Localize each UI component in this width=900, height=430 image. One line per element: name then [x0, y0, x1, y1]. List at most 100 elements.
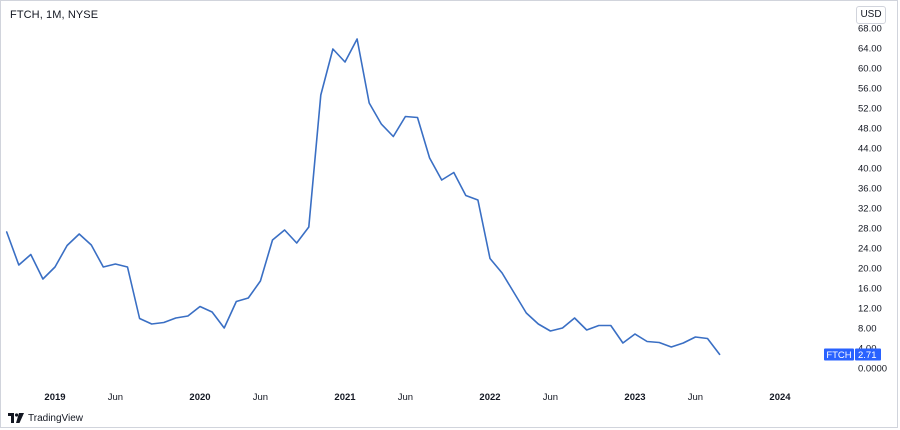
- price-point: [404, 115, 406, 117]
- x-tick-label: Jun: [398, 392, 413, 403]
- tradingview-brand[interactable]: TradingView: [8, 411, 83, 425]
- price-point: [114, 263, 116, 265]
- price-point: [42, 278, 44, 280]
- price-point: [598, 324, 600, 326]
- price-point: [187, 315, 189, 317]
- price-point: [561, 327, 563, 329]
- price-point: [344, 61, 346, 63]
- brand-name: TradingView: [28, 412, 84, 424]
- y-tick-label: 48.00: [858, 124, 882, 135]
- y-tick-label: 16.00: [858, 284, 882, 295]
- y-tick-label: 44.00: [858, 144, 882, 155]
- y-tick-label: 64.00: [858, 44, 882, 55]
- y-tick-label: 20.00: [858, 264, 882, 275]
- price-point: [658, 341, 660, 343]
- price-point: [235, 300, 237, 302]
- x-tick-label: Jun: [108, 392, 123, 403]
- price-point: [634, 333, 636, 335]
- y-tick-label: 60.00: [858, 64, 882, 75]
- y-tick-label: 32.00: [858, 204, 882, 215]
- x-tick-label: 2022: [479, 392, 500, 403]
- price-point: [320, 94, 322, 96]
- price-point: [18, 264, 20, 266]
- price-point: [356, 38, 358, 40]
- x-tick-label: 2021: [334, 392, 356, 403]
- last-price-value: 2.71: [858, 350, 877, 361]
- price-point: [670, 346, 672, 348]
- last-price-symbol-box: [824, 348, 854, 361]
- y-tick-label: 28.00: [858, 224, 882, 235]
- x-tick-label: Jun: [253, 392, 268, 403]
- y-tick-label: 0.0000: [858, 364, 887, 375]
- last-price-label: FTCH 2.71: [824, 348, 881, 361]
- price-point: [271, 239, 273, 241]
- price-point: [549, 330, 551, 332]
- price-point: [573, 317, 575, 319]
- price-series-points: [6, 38, 721, 356]
- price-point: [368, 102, 370, 104]
- price-point: [706, 337, 708, 339]
- y-tick-label: 24.00: [858, 244, 882, 255]
- price-point: [259, 280, 261, 282]
- last-price-symbol: FTCH: [826, 350, 851, 361]
- price-point: [392, 135, 394, 137]
- x-tick-label: 2019: [44, 392, 65, 403]
- price-point: [610, 324, 612, 326]
- price-point: [175, 317, 177, 319]
- y-tick-label: 68.00: [858, 24, 882, 35]
- price-point: [78, 233, 80, 235]
- y-tick-label: 12.00: [858, 304, 882, 315]
- x-axis: 2019 Jun 2020 Jun 2021 Jun 2022 Jun 2023 Jun 2024: [44, 392, 791, 403]
- price-point: [489, 257, 491, 259]
- currency-button[interactable]: USD: [856, 6, 886, 24]
- price-point: [247, 297, 249, 299]
- price-point: [525, 312, 527, 314]
- tradingview-logo-icon: [8, 413, 24, 423]
- price-point: [453, 171, 455, 173]
- price-point: [6, 231, 8, 233]
- price-point: [622, 342, 624, 344]
- price-point: [30, 253, 32, 255]
- price-point: [682, 342, 684, 344]
- y-tick-label: 56.00: [858, 84, 882, 95]
- price-point: [163, 321, 165, 323]
- y-tick-label: 40.00: [858, 164, 882, 175]
- y-tick-label: 8.00: [858, 324, 877, 335]
- price-point: [380, 123, 382, 125]
- price-point: [296, 242, 298, 244]
- price-point: [477, 199, 479, 201]
- price-point: [90, 244, 92, 246]
- x-tick-label: Jun: [688, 392, 703, 403]
- price-point: [54, 266, 56, 268]
- price-point: [211, 311, 213, 313]
- price-point: [151, 323, 153, 325]
- price-point: [283, 229, 285, 231]
- symbol-title: FTCH, 1M, NYSE: [10, 9, 99, 21]
- price-point: [537, 323, 539, 325]
- price-point: [501, 272, 503, 274]
- price-point: [138, 317, 140, 319]
- price-point: [646, 340, 648, 342]
- price-series-line: [5, 38, 721, 356]
- price-point: [199, 305, 201, 307]
- price-point: [308, 226, 310, 228]
- price-point: [513, 292, 515, 294]
- price-point: [586, 329, 588, 331]
- x-tick-label: 2020: [189, 392, 210, 403]
- y-axis: 0.00004.008.0012.0016.0020.0024.0028.003…: [858, 24, 887, 375]
- price-point: [66, 244, 68, 246]
- price-point: [694, 336, 696, 338]
- x-tick-label: 2024: [769, 392, 791, 403]
- price-point: [718, 353, 720, 355]
- price-point: [428, 157, 430, 159]
- price-point: [416, 116, 418, 118]
- y-tick-label: 52.00: [858, 104, 882, 115]
- y-tick-label: 36.00: [858, 184, 882, 195]
- last-price-value-box: [855, 348, 881, 361]
- price-point: [126, 266, 128, 268]
- x-tick-label: Jun: [543, 392, 558, 403]
- x-tick-label: 2023: [624, 392, 645, 403]
- price-point: [465, 194, 467, 196]
